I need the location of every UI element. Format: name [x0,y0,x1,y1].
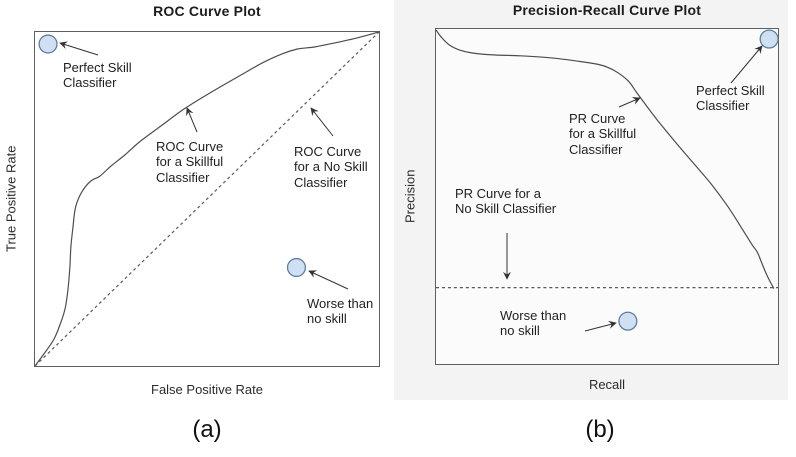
marker-circle [759,29,779,49]
marker-circle [618,311,638,331]
roc-curve-svg [34,31,380,367]
pr-x-axis-label: Recall [588,377,626,392]
roc-chart-title: ROC Curve Plot [153,3,261,19]
curve-skillful [435,29,775,289]
roc-annotation-skillful-curve: ROC Curve for a Skillful Classifier [156,139,224,185]
marker-circle [286,257,307,278]
pr-annotation-worse-than-no-skill: Worse than no skill [500,308,567,339]
roc-annotation-no-skill-curve: ROC Curve for a No Skill Classifier [294,144,368,190]
pr-annotation-no-skill-curve: PR Curve for a No Skill Classifier [455,186,557,217]
pr-plot-area [435,28,779,365]
roc-annotation-worse-than-no-skill: Worse than no skill [307,296,374,327]
marker-circle [38,34,58,54]
roc-x-axis-label: False Positive Rate [151,382,263,397]
roc-y-axis-label: True Positive Rate [3,145,19,253]
pr-curve-svg [435,29,779,331]
pr-y-axis-label: Precision [402,169,418,224]
subfigure-caption-a: (a) [192,416,222,443]
pr-chart-title: Precision-Recall Curve Plot [512,2,702,18]
subfigure-caption-b: (b) [585,416,615,443]
roc-plot-area [34,31,380,367]
roc-annotation-perfect-skill: Perfect Skill Classifier [63,60,132,91]
pr-annotation-skillful-curve: PR Curve for a Skillful Classifier [569,111,637,157]
curve-no-skill [34,31,380,367]
curve-skillful [34,31,380,367]
pr-annotation-perfect-skill: Perfect Skill Classifier [696,83,765,114]
